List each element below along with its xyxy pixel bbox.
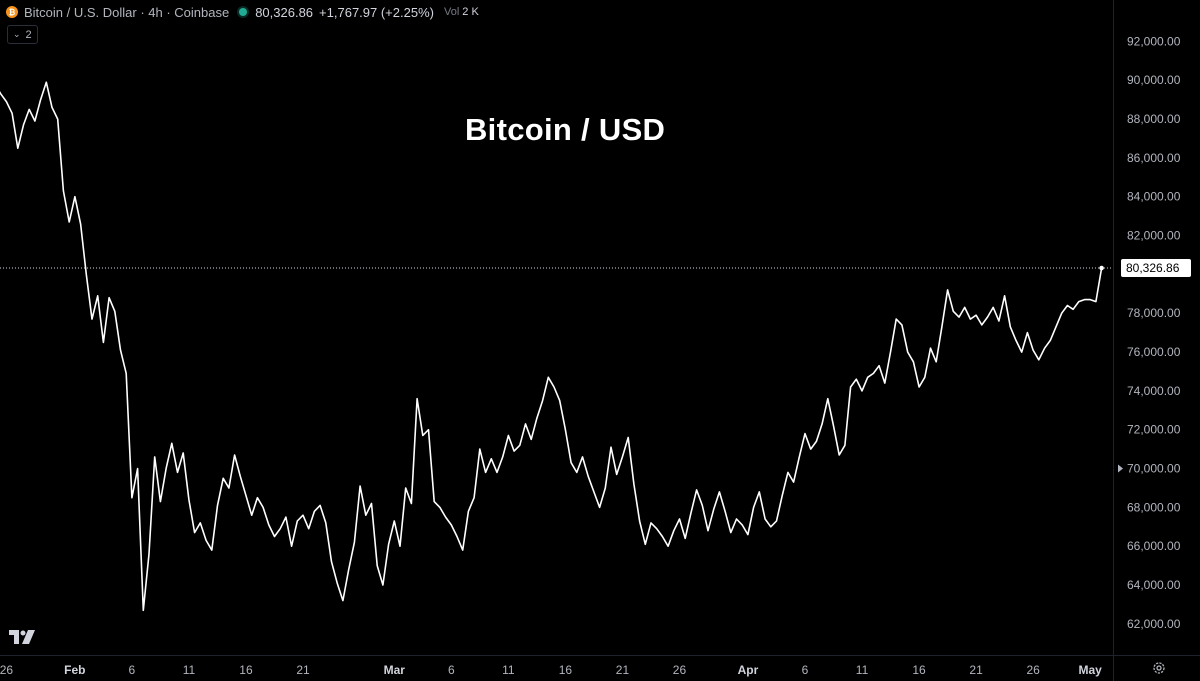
y-tick-label: 86,000.00 — [1127, 151, 1181, 165]
last-price-label-text: 80,326.86 — [1126, 261, 1180, 275]
x-tick-label: 26 — [673, 663, 687, 677]
x-tick-label: 26 — [1026, 663, 1040, 677]
y-tick-label: 84,000.00 — [1127, 190, 1181, 204]
x-tick-label: 16 — [559, 663, 573, 677]
y-tick-label: 90,000.00 — [1127, 73, 1181, 87]
y-tick-label: 92,000.00 — [1127, 34, 1181, 48]
y-tick-label: 66,000.00 — [1127, 539, 1181, 553]
last-price-value: 80,326.86 — [255, 4, 314, 20]
indicator-count: 2 — [25, 28, 32, 41]
y-tick-label: 72,000.00 — [1127, 423, 1181, 437]
y-tick-label: 70,000.00 — [1127, 462, 1181, 476]
x-tick-label: 16 — [239, 663, 253, 677]
x-tick-label: May — [1079, 663, 1103, 677]
bitcoin-icon: ₿ — [6, 6, 18, 18]
y-tick-label: 82,000.00 — [1127, 229, 1181, 243]
price-axis-marker-icon — [1118, 464, 1123, 473]
y-tick-label: 76,000.00 — [1127, 345, 1181, 359]
price-series-line — [0, 81, 1103, 612]
x-tick-label: 6 — [129, 663, 136, 677]
x-tick-label: Apr — [738, 663, 759, 677]
x-tick-label: Feb — [64, 663, 85, 677]
y-tick-label: 68,000.00 — [1127, 500, 1181, 514]
chevron-down-icon: ⌄ — [13, 29, 21, 39]
x-tick-label: 16 — [912, 663, 926, 677]
x-tick-label: Mar — [384, 663, 406, 677]
last-price-dot — [1099, 265, 1104, 271]
x-tick-label: 6 — [802, 663, 809, 677]
x-tick-label: 26 — [0, 663, 13, 677]
last-price-label: 80,326.86 — [1121, 259, 1191, 278]
price-change: +1,767.97 (+2.25%) — [319, 4, 434, 20]
x-tick-label: 6 — [448, 663, 455, 677]
y-tick-label: 74,000.00 — [1127, 384, 1181, 398]
x-tick-label: 21 — [616, 663, 630, 677]
volume-label: Vol — [443, 6, 460, 18]
market-open-status-icon — [239, 8, 248, 16]
chart-overlay-title: Bitcoin / USD — [465, 112, 666, 147]
tradingview-logo-icon[interactable] — [9, 630, 37, 644]
symbol-header[interactable]: ₿ Bitcoin / U.S. Dollar · 4h · Coinbase … — [6, 3, 479, 21]
x-tick-label: 21 — [969, 663, 983, 677]
gear-icon[interactable] — [1152, 661, 1166, 675]
volume-value: 2 K — [462, 6, 479, 18]
time-axis[interactable]: 26 Feb 6 11 16 21 Mar 6 11 16 21 26 Apr 6 11 16 21 26 May — [0, 655, 1200, 678]
x-tick-label: 11 — [183, 663, 196, 677]
y-tick-label: 88,000.00 — [1127, 112, 1181, 126]
x-tick-label: 11 — [856, 663, 869, 677]
y-tick-label: 64,000.00 — [1127, 578, 1181, 592]
y-tick-label: 78,000.00 — [1127, 306, 1181, 320]
x-tick-label: 21 — [296, 663, 310, 677]
indicators-collapse-button[interactable]: ⌄ 2 — [7, 25, 38, 44]
y-tick-label: 62,000.00 — [1127, 617, 1181, 631]
x-tick-label: 11 — [502, 663, 515, 677]
price-axis[interactable]: 62,000.00 64,000.00 66,000.00 68,000.00 70,0… — [1113, 0, 1181, 681]
symbol-description[interactable]: Bitcoin / U.S. Dollar · 4h · Coinbase — [24, 4, 230, 20]
